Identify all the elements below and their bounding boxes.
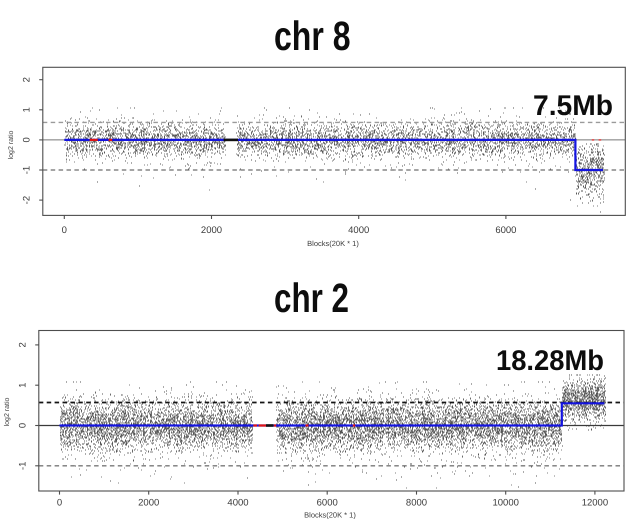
svg-text:Blocks(20K * 1): Blocks(20K * 1) [307, 239, 359, 248]
svg-text:6000: 6000 [495, 225, 516, 236]
svg-text:0: 0 [22, 137, 33, 142]
svg-text:-1: -1 [18, 462, 29, 470]
svg-text:1: 1 [22, 107, 33, 112]
svg-text:2000: 2000 [138, 497, 159, 508]
svg-text:-1: -1 [22, 166, 33, 174]
svg-text:-2: -2 [22, 196, 33, 204]
svg-text:chr 8: chr 8 [274, 13, 351, 59]
svg-text:Blocks(20K * 1): Blocks(20K * 1) [304, 511, 356, 520]
svg-text:1: 1 [18, 383, 29, 388]
svg-text:0: 0 [57, 497, 62, 508]
svg-text:2000: 2000 [201, 225, 222, 236]
svg-text:12000: 12000 [582, 497, 608, 508]
svg-text:2: 2 [22, 77, 33, 82]
svg-text:2: 2 [18, 342, 29, 347]
svg-text:0: 0 [62, 225, 67, 236]
svg-text:4000: 4000 [227, 497, 248, 508]
svg-text:log2 ratio: log2 ratio [3, 397, 11, 426]
svg-text:chr 2: chr 2 [274, 275, 349, 321]
svg-text:0: 0 [18, 423, 29, 428]
svg-text:6000: 6000 [317, 497, 338, 508]
svg-text:7.5Mb: 7.5Mb [533, 90, 613, 122]
svg-text:10000: 10000 [492, 497, 518, 508]
svg-text:4000: 4000 [348, 225, 369, 236]
svg-text:18.28Mb: 18.28Mb [496, 345, 604, 377]
svg-text:log2 ratio: log2 ratio [7, 130, 15, 159]
svg-text:8000: 8000 [406, 497, 427, 508]
